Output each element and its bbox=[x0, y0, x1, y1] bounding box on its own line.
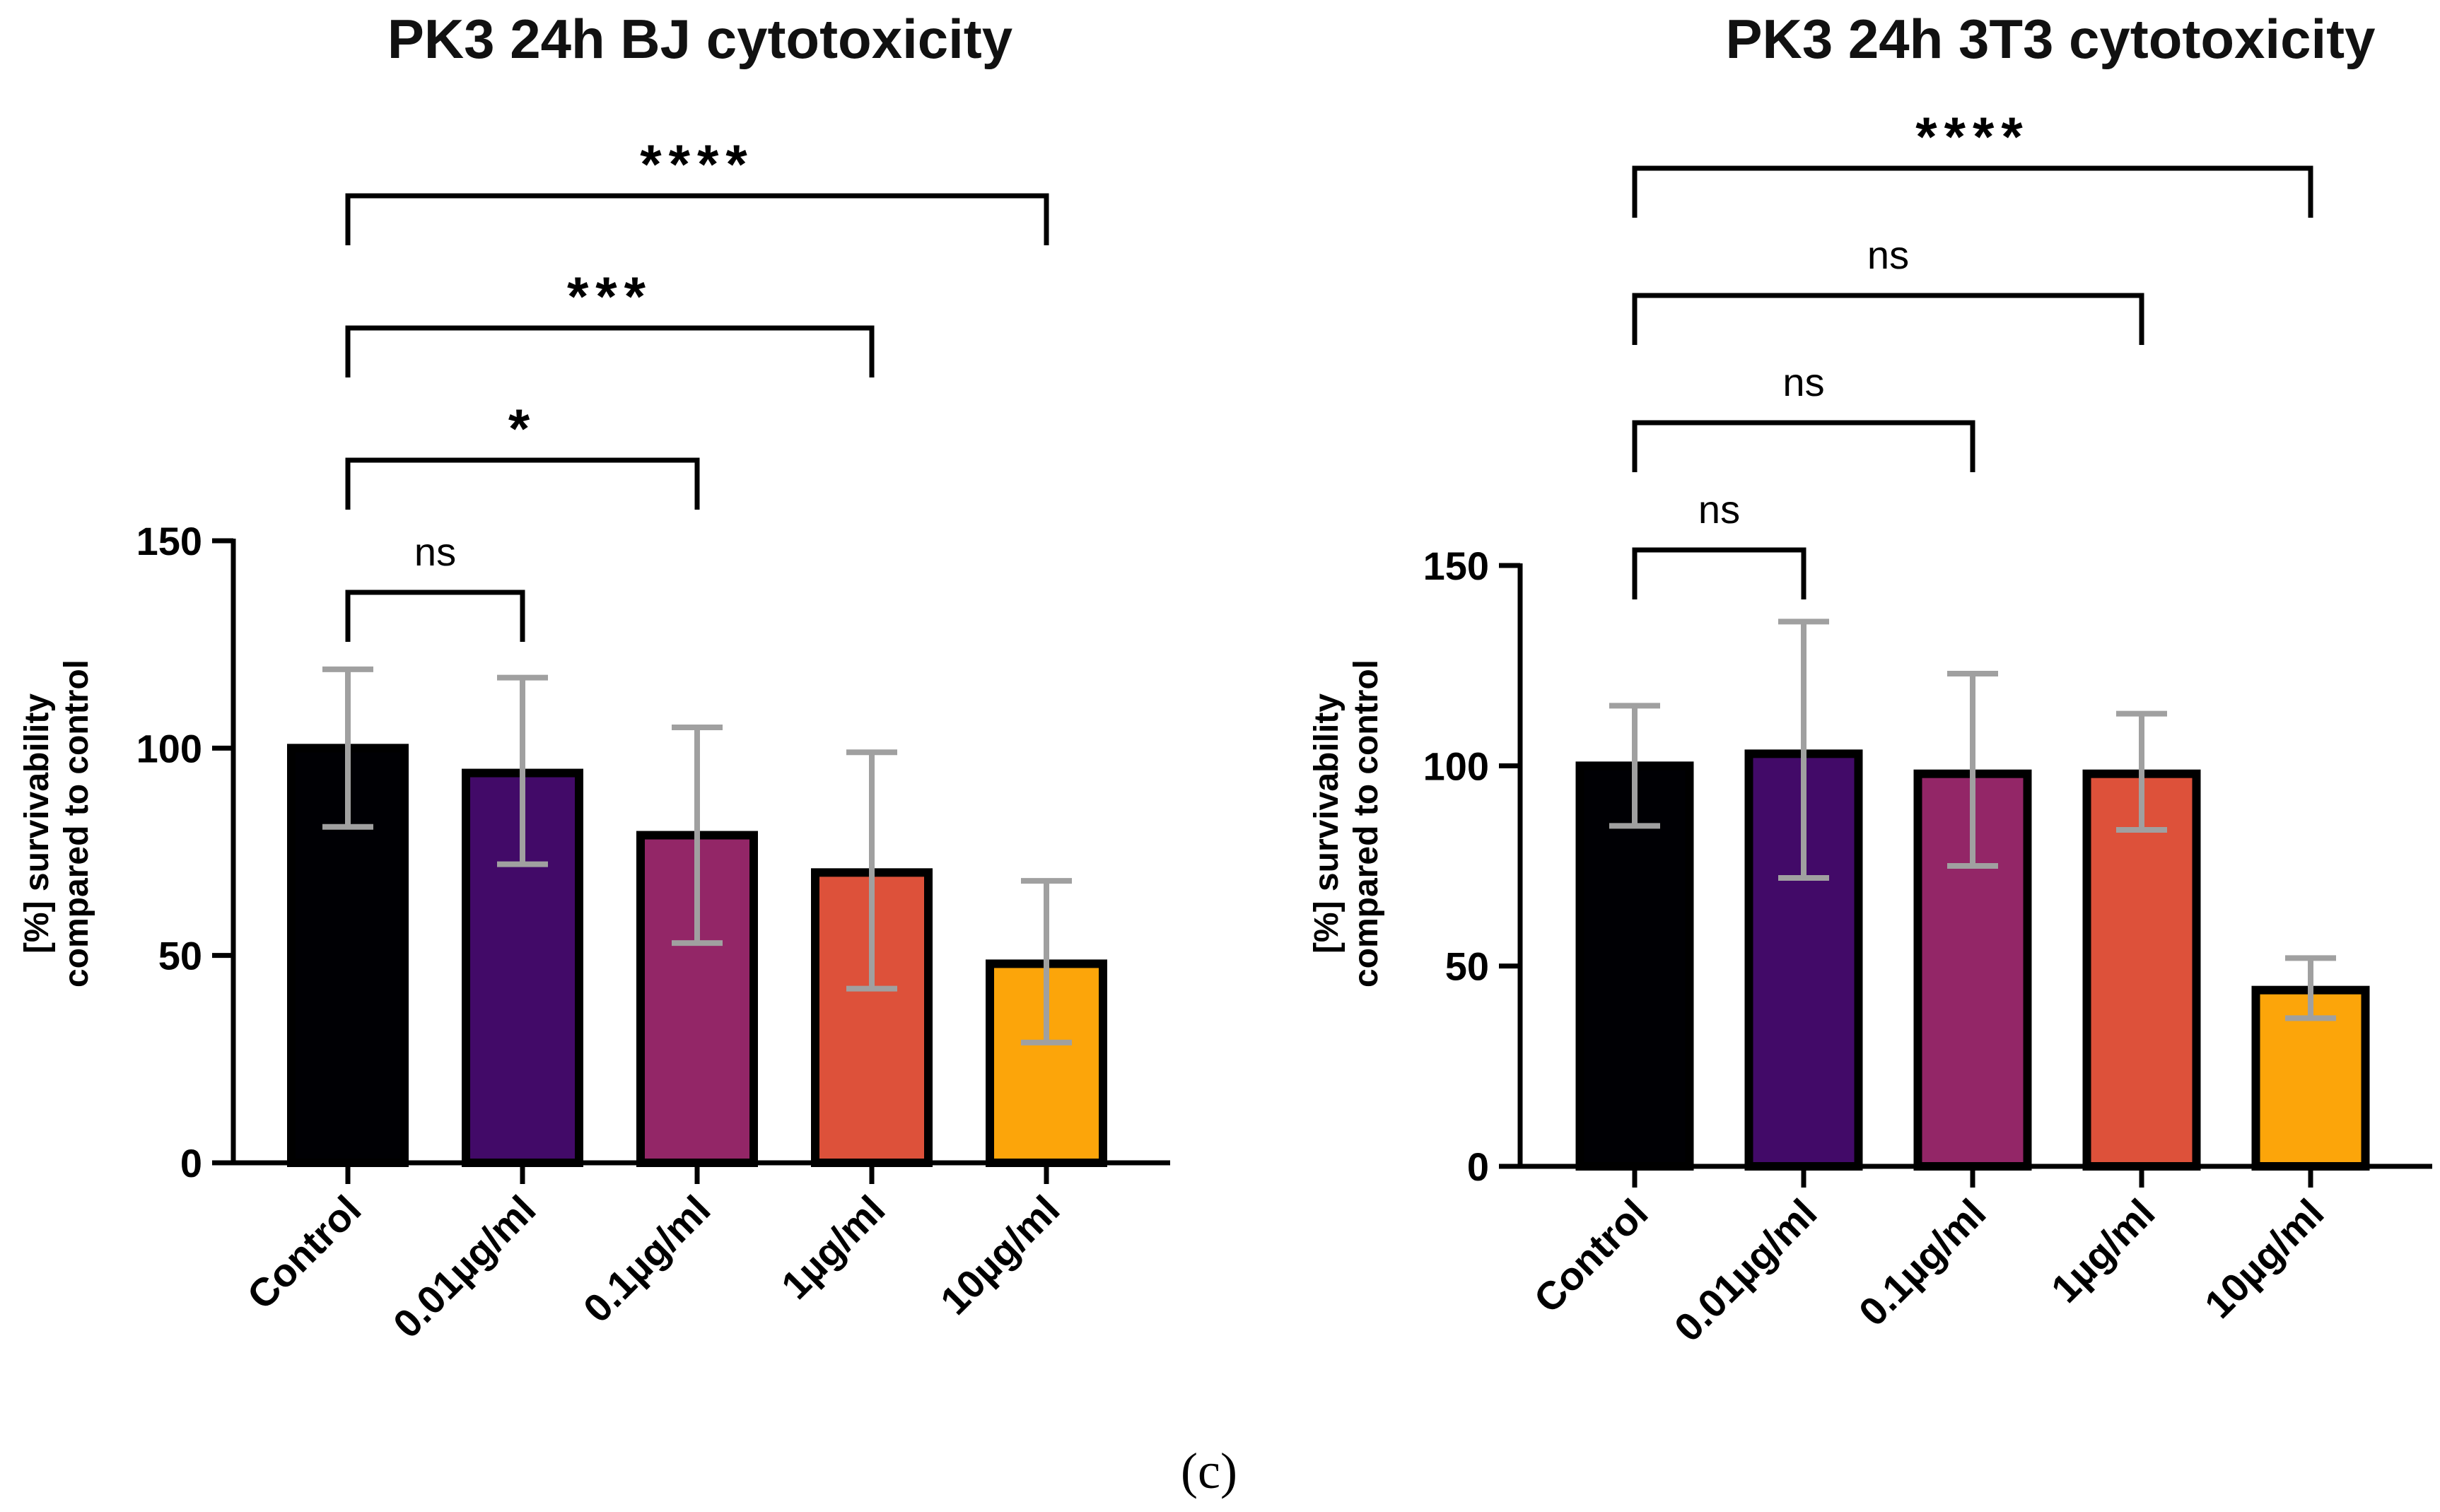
x-tick-label: 0.1µg/ml bbox=[1850, 1190, 1995, 1335]
chart-title: PK3 24h 3T3 cytotoxicity bbox=[1725, 8, 2375, 70]
y-tick-label: 150 bbox=[136, 519, 202, 563]
x-tick-label: 0.01µg/ml bbox=[385, 1187, 544, 1347]
y-axis-label: [%] survivability compared to control bbox=[18, 660, 95, 988]
y-axis-label-line1: [%] survivability bbox=[1308, 693, 1345, 954]
chart-3t3-cytotoxicity: PK3 24h 3T3 cytotoxicity [%] survivabili… bbox=[1308, 8, 2432, 1350]
x-tick-label: Control bbox=[238, 1187, 369, 1318]
significance-label: ns bbox=[1867, 233, 1909, 277]
y-axis-label: [%] survivability compared to control bbox=[1308, 660, 1385, 988]
y-tick-label: 0 bbox=[1467, 1144, 1489, 1189]
significance-bracket bbox=[345, 193, 1049, 245]
chart-bj-cytotoxicity: PK3 24h BJ cytotoxicity [%] survivabilit… bbox=[18, 8, 1170, 1347]
significance-label: **** bbox=[1915, 105, 2029, 168]
significance-bracket bbox=[1632, 547, 1806, 599]
y-axis-label-line2: compared to control bbox=[1348, 660, 1385, 988]
significance-bracket bbox=[1632, 165, 2313, 218]
plot-area: 0 50 100 150 Control 0.01µg/ml 0.1µg/ml 1µg/ml 1… bbox=[1423, 105, 2432, 1350]
x-tick-label: Control bbox=[1525, 1190, 1656, 1321]
significance-label: *** bbox=[567, 265, 653, 327]
plot-area: 0 50 100 150 Control 0.01µg/ml 0.1µg/ml 1µg/ml 1… bbox=[136, 133, 1170, 1347]
y-tick-label: 50 bbox=[1445, 944, 1489, 989]
bar bbox=[636, 831, 758, 1167]
significance-label: ns bbox=[1698, 487, 1740, 532]
significance-label: **** bbox=[640, 133, 754, 195]
x-tick-label: 10µg/ml bbox=[932, 1187, 1068, 1323]
significance-label: ns bbox=[1782, 360, 1824, 404]
x-tick-label: 0.1µg/ml bbox=[575, 1187, 719, 1331]
y-tick-label: 0 bbox=[180, 1141, 202, 1185]
x-tick-label: 0.01µg/ml bbox=[1666, 1190, 1826, 1350]
y-tick-label: 100 bbox=[136, 726, 202, 770]
panel-label: (c) bbox=[1181, 1443, 1237, 1499]
significance-bracket bbox=[1632, 293, 2144, 345]
x-tick-label: 10µg/ml bbox=[2196, 1190, 2333, 1327]
y-axis-label-line2: compared to control bbox=[58, 660, 95, 988]
significance-bracket bbox=[345, 457, 700, 510]
x-tick-label: 1µg/ml bbox=[773, 1187, 894, 1308]
significance-label: ns bbox=[414, 529, 456, 574]
significance-bracket bbox=[345, 325, 875, 377]
y-tick-label: 50 bbox=[158, 934, 202, 978]
significance-label: * bbox=[508, 397, 537, 459]
y-tick-label: 100 bbox=[1423, 744, 1489, 788]
significance-bracket bbox=[1632, 420, 1975, 472]
y-tick-label: 150 bbox=[1423, 544, 1489, 588]
chart-title: PK3 24h BJ cytotoxicity bbox=[387, 8, 1012, 70]
y-axis-label-line1: [%] survivability bbox=[18, 693, 56, 954]
x-tick-label: 1µg/ml bbox=[2043, 1190, 2164, 1311]
significance-bracket bbox=[345, 590, 525, 642]
